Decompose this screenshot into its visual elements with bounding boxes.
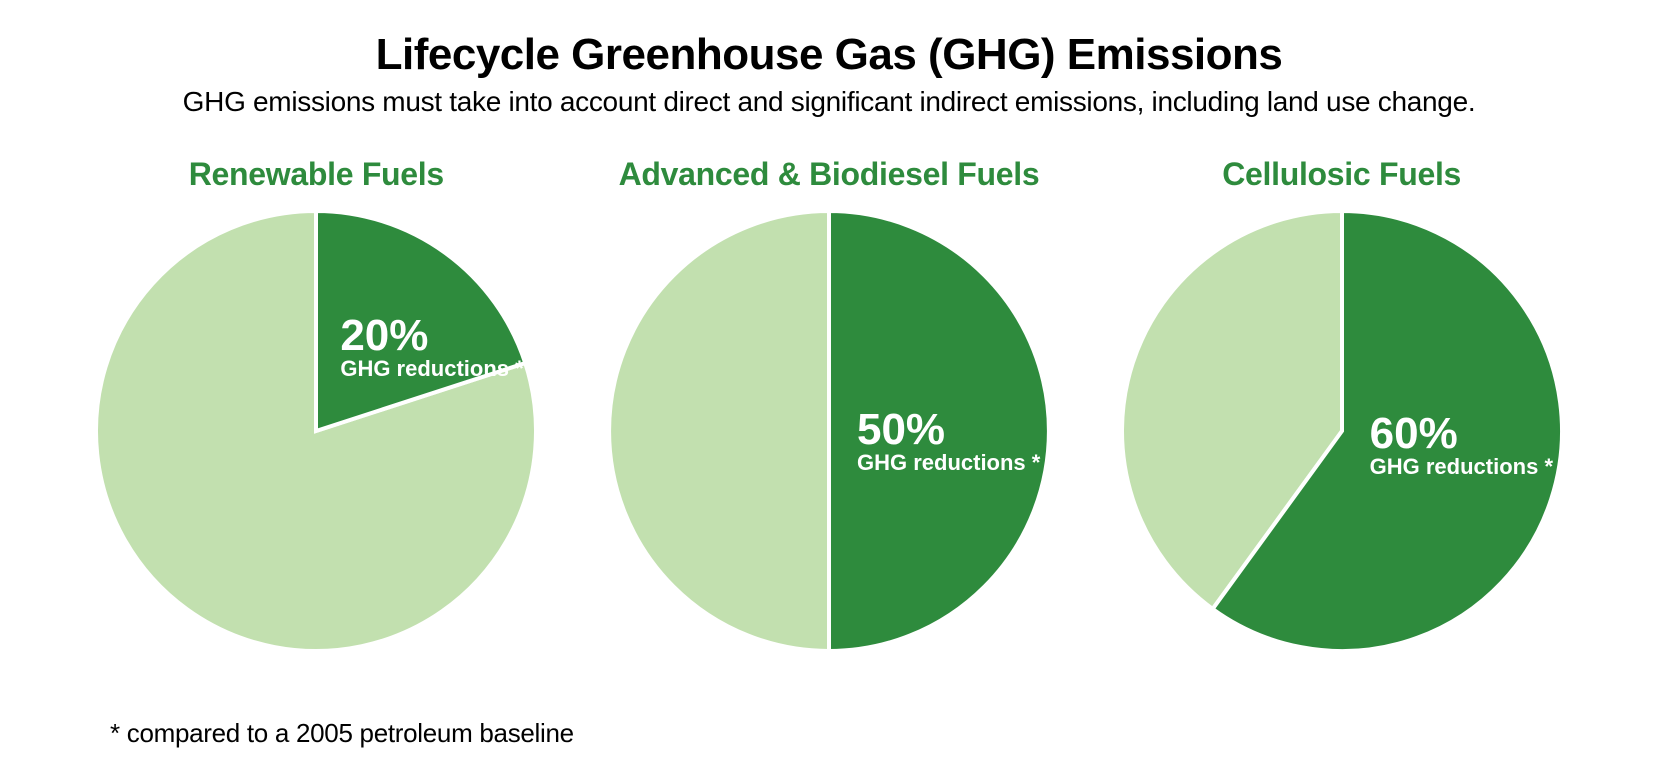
header: Lifecycle Greenhouse Gas (GHG) Emissions… (0, 0, 1658, 118)
pie-wrap: 60%GHG reductions * (1122, 211, 1562, 651)
page-title: Lifecycle Greenhouse Gas (GHG) Emissions (0, 30, 1658, 80)
slice-sublabel: GHG reductions * (857, 451, 1040, 474)
chart-title: Renewable Fuels (189, 156, 444, 193)
chart-title: Advanced & Biodiesel Fuels (619, 156, 1040, 193)
page-subtitle: GHG emissions must take into account dir… (0, 86, 1658, 118)
pie-chart: Cellulosic Fuels 60%GHG reductions * (1122, 156, 1562, 651)
slice-label: 50%GHG reductions * (857, 407, 1040, 474)
slice-sublabel: GHG reductions * (1370, 455, 1553, 478)
chart-title: Cellulosic Fuels (1222, 156, 1461, 193)
pie-slice-remainder (609, 211, 829, 651)
slice-percent: 60% (1370, 411, 1553, 457)
pie-wrap: 20%GHG reductions * (96, 211, 536, 651)
pie-chart: Renewable Fuels 20%GHG reductions * (96, 156, 536, 651)
slice-percent: 20% (340, 313, 523, 359)
slice-label: 60%GHG reductions * (1370, 411, 1553, 478)
charts-row: Renewable Fuels20%GHG reductions *Advanc… (0, 156, 1658, 651)
footnote: * compared to a 2005 petroleum baseline (110, 718, 574, 749)
slice-label: 20%GHG reductions * (340, 313, 523, 380)
pie-chart: Advanced & Biodiesel Fuels 50%GHG reducti… (609, 156, 1049, 651)
slice-percent: 50% (857, 407, 1040, 453)
pie-wrap: 50%GHG reductions * (609, 211, 1049, 651)
pie-svg (96, 211, 536, 651)
slice-sublabel: GHG reductions * (340, 357, 523, 380)
